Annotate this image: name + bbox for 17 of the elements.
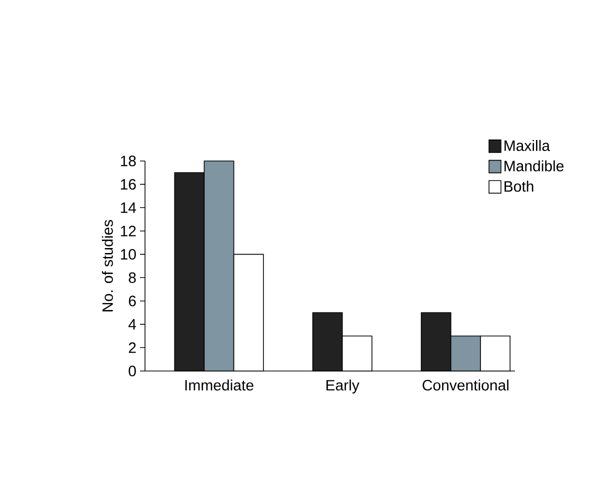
y-tick-label: 16 [120, 179, 136, 190]
legend-label: Maxilla [504, 140, 550, 152]
y-tick-label: 4 [128, 319, 136, 330]
y-tick-label: 2 [128, 342, 136, 353]
legend-label: Both [504, 180, 534, 192]
y-tick-label: 0 [128, 366, 136, 376]
legend-label: Mandible [504, 160, 564, 172]
x-tick-label: Immediate [185, 380, 254, 391]
x-tick-label: Early [326, 380, 360, 394]
x-tick-label: Conventional [422, 380, 508, 391]
y-tick-label: 14 [120, 202, 136, 213]
y-tick-label: 6 [128, 296, 136, 306]
y-axis-title: No. of studies [102, 220, 113, 312]
y-tick-label: 8 [128, 272, 136, 283]
y-tick-label: 18 [120, 156, 136, 166]
y-tick-label: 10 [120, 249, 136, 260]
y-tick-label: 12 [120, 226, 136, 236]
